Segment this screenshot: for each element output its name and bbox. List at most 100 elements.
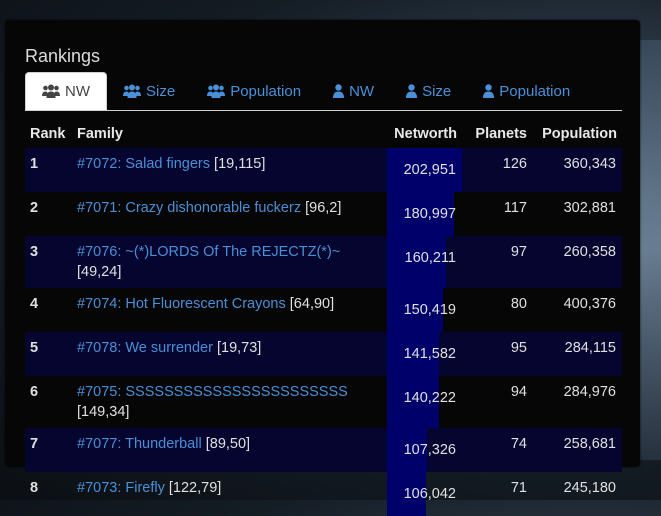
planets-cell: 117 bbox=[503, 200, 527, 216]
tab-label: Population bbox=[230, 82, 302, 100]
tab-user-nw[interactable]: NW bbox=[317, 72, 390, 110]
table-row: 5 #7078: We surrender [19,73] 141,582 95 284… bbox=[25, 332, 622, 376]
networth-value: 150,419 bbox=[403, 302, 456, 318]
table-row: 7 #7077: Thunderball [89,50] 107,326 74 258,… bbox=[25, 428, 622, 472]
family-link[interactable]: #7077: Thunderball bbox=[77, 436, 202, 452]
table-row: 8 #7073: Firefly [122,79] 106,042 71 245,180 bbox=[25, 472, 622, 516]
rank-cell: 7 bbox=[30, 436, 39, 452]
rank-cell: 4 bbox=[30, 296, 39, 312]
users-icon bbox=[42, 84, 60, 98]
networth-value: 140,222 bbox=[403, 390, 456, 406]
rank-cell: 1 bbox=[30, 156, 39, 172]
population-cell: 284,976 bbox=[563, 384, 616, 400]
family-cell: #7078: We surrender [19,73] bbox=[72, 332, 387, 376]
table-header-row: Rank Family Networth Planets Population bbox=[25, 120, 622, 148]
header-networth[interactable]: Networth bbox=[394, 126, 457, 142]
tab-label: Population bbox=[499, 82, 571, 100]
planets-cell: 95 bbox=[510, 340, 527, 356]
rank-cell: 5 bbox=[30, 340, 39, 356]
family-cell: #7072: Salad fingers [19,115] bbox=[72, 148, 387, 192]
family-coords: [96,2] bbox=[305, 200, 342, 216]
table-row: 3 #7076: ~(*)LORDS Of The REJECTZ(*)~ [49… bbox=[25, 236, 622, 288]
family-link[interactable]: #7078: We surrender bbox=[77, 340, 213, 356]
family-link[interactable]: #7071: Crazy dishonorable fuckerz bbox=[77, 200, 302, 216]
tab-users-size[interactable]: Size bbox=[107, 72, 191, 110]
planets-cell: 71 bbox=[510, 480, 527, 496]
networth-value: 160,211 bbox=[404, 250, 456, 266]
users-icon bbox=[123, 84, 141, 98]
tab-label: Size bbox=[422, 82, 452, 100]
networth-value: 180,997 bbox=[403, 206, 456, 222]
tab-label: NW bbox=[349, 82, 375, 100]
rank-cell: 6 bbox=[30, 384, 39, 400]
networth-cell: 106,042 bbox=[387, 472, 462, 516]
family-coords: [19,115] bbox=[214, 156, 266, 172]
family-cell: #7075: SSSSSSSSSSSSSSSSSSSSSSS [149,34] bbox=[72, 376, 387, 428]
population-cell: 302,881 bbox=[563, 200, 616, 216]
family-link[interactable]: #7072: Salad fingers bbox=[77, 156, 211, 172]
rankings-table: Rank Family Networth Planets Population … bbox=[25, 120, 622, 516]
networth-cell: 150,419 bbox=[387, 288, 462, 332]
networth-bar bbox=[387, 236, 447, 288]
table-row: 2 #7071: Crazy dishonorable fuckerz [96,2… bbox=[25, 192, 622, 236]
networth-cell: 180,997 bbox=[387, 192, 462, 236]
networth-bar bbox=[387, 376, 439, 428]
family-coords: [19,73] bbox=[216, 340, 262, 356]
family-coords: [89,50] bbox=[205, 436, 251, 452]
user-icon bbox=[406, 84, 418, 98]
networth-bar bbox=[387, 192, 454, 236]
tab-user-population[interactable]: Population bbox=[467, 72, 586, 110]
family-link[interactable]: #7073: Firefly bbox=[77, 480, 165, 496]
population-cell: 245,180 bbox=[563, 480, 616, 496]
networth-value: 141,582 bbox=[403, 346, 456, 362]
family-cell: #7073: Firefly [122,79] bbox=[72, 472, 387, 516]
panel-title: Rankings bbox=[25, 46, 101, 66]
table-row: 6 #7075: SSSSSSSSSSSSSSSSSSSSSSS [149,34]… bbox=[25, 376, 622, 428]
family-coords: [122,79] bbox=[168, 480, 222, 496]
networth-cell: 160,211 bbox=[387, 236, 462, 288]
networth-value: 106,042 bbox=[403, 486, 456, 502]
planets-cell: 97 bbox=[510, 244, 527, 260]
table-row: 1 #7072: Salad fingers [19,115] 202,951 126… bbox=[25, 148, 622, 192]
family-coords: [49,24] bbox=[77, 264, 122, 280]
rankings-tabs: NW Size Population NW Size Population bbox=[25, 72, 622, 111]
header-family[interactable]: Family bbox=[77, 126, 123, 142]
family-link[interactable]: #7075: SSSSSSSSSSSSSSSSSSSSSSS bbox=[77, 384, 348, 400]
user-icon bbox=[483, 84, 495, 98]
population-cell: 260,358 bbox=[563, 244, 616, 260]
networth-value: 107,326 bbox=[403, 442, 456, 458]
rank-cell: 8 bbox=[30, 480, 39, 496]
population-cell: 258,681 bbox=[563, 436, 616, 452]
family-cell: #7074: Hot Fluorescent Crayons [64,90] bbox=[72, 288, 387, 332]
family-coords: [149,34] bbox=[77, 404, 130, 420]
family-link[interactable]: #7074: Hot Fluorescent Crayons bbox=[77, 296, 286, 312]
rank-cell: 3 bbox=[30, 244, 39, 260]
population-cell: 284,115 bbox=[564, 340, 616, 356]
user-icon bbox=[333, 84, 345, 98]
tab-users-nw[interactable]: NW bbox=[25, 72, 107, 110]
rankings-panel: Rankings NW Size Population NW Size Populatio… bbox=[5, 20, 640, 516]
planets-cell: 74 bbox=[510, 436, 527, 452]
family-coords: [64,90] bbox=[289, 296, 335, 312]
header-planets[interactable]: Planets bbox=[475, 126, 527, 142]
users-icon bbox=[207, 84, 226, 98]
networth-bar bbox=[387, 332, 440, 376]
family-link[interactable]: #7076: ~(*)LORDS Of The REJECTZ(*)~ bbox=[77, 244, 341, 260]
rank-cell: 2 bbox=[30, 200, 39, 216]
tab-label: Size bbox=[146, 82, 176, 100]
tab-label: NW bbox=[65, 82, 90, 100]
table-row: 4 #7074: Hot Fluorescent Crayons [64,90] 1… bbox=[25, 288, 622, 332]
networth-value: 202,951 bbox=[403, 162, 456, 178]
planets-cell: 126 bbox=[502, 156, 527, 172]
family-cell: #7077: Thunderball [89,50] bbox=[72, 428, 387, 472]
networth-cell: 141,582 bbox=[387, 332, 462, 376]
header-rank[interactable]: Rank bbox=[30, 126, 66, 142]
header-population[interactable]: Population bbox=[542, 126, 617, 142]
family-cell: #7076: ~(*)LORDS Of The REJECTZ(*)~ [49,… bbox=[72, 236, 387, 288]
networth-cell: 140,222 bbox=[387, 376, 462, 428]
planets-cell: 94 bbox=[510, 384, 527, 400]
networth-bar bbox=[387, 288, 443, 332]
networth-cell: 107,326 bbox=[387, 428, 462, 472]
tab-users-population[interactable]: Population bbox=[191, 72, 317, 110]
tab-user-size[interactable]: Size bbox=[390, 72, 467, 110]
